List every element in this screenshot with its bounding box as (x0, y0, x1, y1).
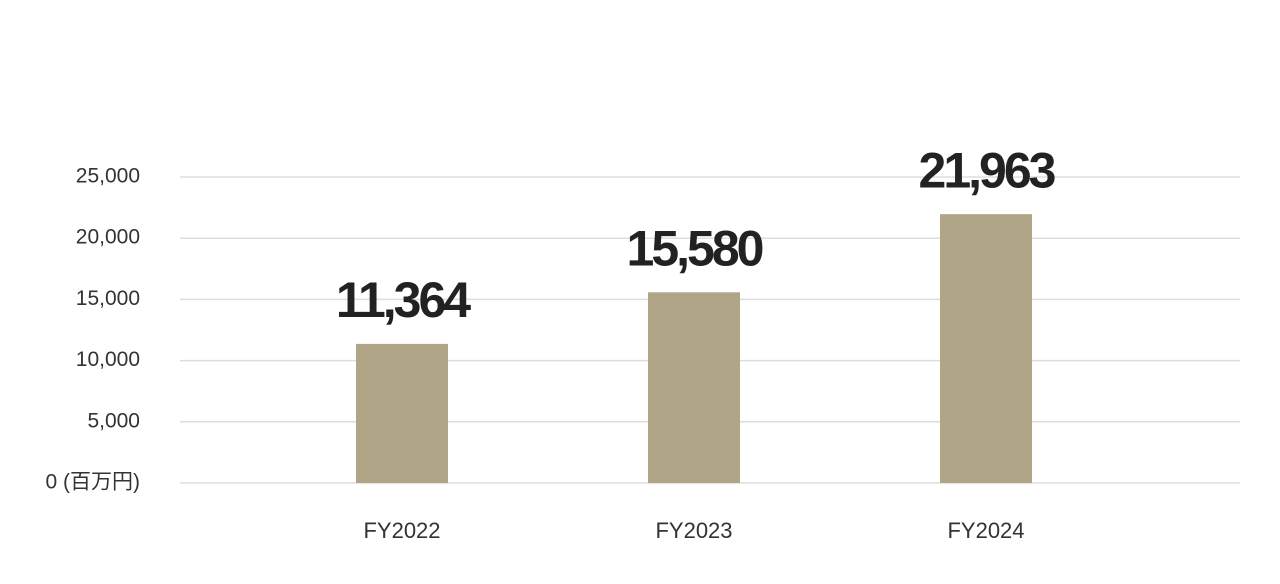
y-tick-label: 25,000 (76, 165, 140, 188)
bar (648, 292, 740, 483)
x-tick-label: FY2024 (947, 518, 1024, 543)
bar (356, 343, 448, 483)
y-tick-label: 0 (百万円) (46, 471, 141, 494)
x-tick-label: FY2023 (655, 518, 732, 543)
y-tick-label: 5,000 (87, 409, 140, 432)
y-tick-label: 20,000 (76, 226, 140, 249)
value-label: 11,364 (336, 272, 471, 328)
bar (940, 214, 1032, 483)
value-label: 15,580 (627, 221, 763, 277)
y-tick-label: 10,000 (76, 348, 140, 371)
value-label: 21,963 (919, 142, 1055, 198)
y-tick-label: 15,000 (76, 287, 140, 310)
x-tick-label: FY2022 (363, 518, 440, 543)
